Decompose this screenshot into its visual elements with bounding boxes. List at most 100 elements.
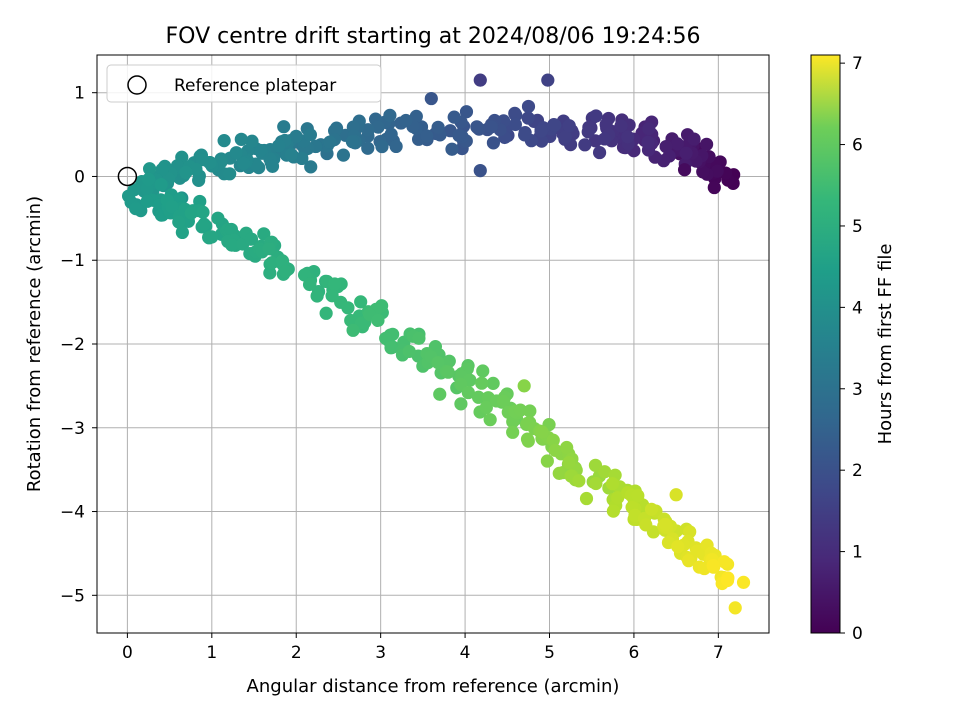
data-point xyxy=(445,142,459,156)
data-point xyxy=(476,364,490,378)
data-point xyxy=(277,120,291,134)
data-point xyxy=(383,108,397,123)
data-point xyxy=(669,488,683,502)
y-tick-label: −2 xyxy=(60,335,85,355)
data-point xyxy=(196,205,210,219)
data-point xyxy=(175,225,189,240)
data-point xyxy=(304,160,318,174)
colorbar-tick-label: 5 xyxy=(852,217,863,237)
data-point xyxy=(720,573,735,588)
x-axis-ticks: 0 1 2 3 4 5 6 7 xyxy=(122,633,724,663)
data-point xyxy=(534,124,548,138)
data-point xyxy=(262,242,276,256)
data-point xyxy=(184,206,198,220)
data-point xyxy=(639,518,653,532)
data-point xyxy=(475,376,489,390)
data-point xyxy=(471,390,486,404)
data-point xyxy=(518,128,532,142)
data-point xyxy=(521,111,535,125)
data-point xyxy=(562,119,576,133)
data-point xyxy=(614,119,628,133)
data-point xyxy=(598,465,612,479)
data-point xyxy=(265,256,279,270)
x-tick-label: 5 xyxy=(544,643,555,663)
y-tick-label: −4 xyxy=(60,503,85,523)
data-point xyxy=(155,162,169,177)
data-point xyxy=(223,167,237,181)
x-axis-label: Angular distance from reference (arcmin) xyxy=(247,676,620,697)
data-point xyxy=(484,120,498,134)
y-tick-label: −3 xyxy=(60,419,85,439)
data-point xyxy=(642,122,656,136)
data-point xyxy=(562,455,576,470)
data-point xyxy=(506,425,520,439)
data-point xyxy=(197,217,211,231)
data-point xyxy=(402,344,416,359)
data-point xyxy=(225,238,239,252)
x-tick-label: 4 xyxy=(460,643,471,663)
data-point xyxy=(658,517,672,531)
data-point xyxy=(621,130,635,144)
data-point xyxy=(217,134,231,148)
data-point xyxy=(384,341,398,355)
data-point xyxy=(508,106,522,121)
data-point xyxy=(375,139,389,154)
data-point xyxy=(447,110,461,124)
x-tick-label: 3 xyxy=(375,643,386,663)
x-tick-label: 6 xyxy=(629,643,640,663)
data-point xyxy=(479,400,493,415)
data-point xyxy=(278,264,293,278)
data-point xyxy=(706,558,720,573)
data-point xyxy=(253,143,268,158)
colorbar-tick-label: 3 xyxy=(852,380,863,400)
data-point xyxy=(142,162,157,176)
y-tick-label: −5 xyxy=(60,586,85,606)
data-point xyxy=(717,555,731,569)
y-axis-label: Rotation from reference (arcmin) xyxy=(24,196,45,492)
data-point xyxy=(431,120,445,134)
y-tick-label: 0 xyxy=(74,167,85,187)
data-point xyxy=(523,404,537,418)
chart-title: FOV centre drift starting at 2024/08/06 … xyxy=(166,24,701,49)
data-point xyxy=(179,165,193,180)
data-point xyxy=(644,502,659,516)
data-point xyxy=(707,180,721,195)
data-point xyxy=(371,120,385,134)
data-point xyxy=(336,148,351,162)
data-point xyxy=(420,129,434,143)
data-point xyxy=(486,136,501,150)
colorbar-tick-label: 1 xyxy=(852,543,863,563)
data-point xyxy=(641,135,655,149)
data-point xyxy=(736,575,751,589)
data-point xyxy=(371,313,385,328)
data-point xyxy=(579,491,594,506)
data-point xyxy=(588,458,603,472)
data-point xyxy=(513,403,527,417)
legend-box xyxy=(106,64,382,103)
data-point xyxy=(361,123,375,137)
data-point xyxy=(540,454,554,468)
y-tick-label: 1 xyxy=(74,84,85,104)
data-point xyxy=(454,397,468,411)
data-point xyxy=(229,146,243,160)
data-point xyxy=(345,135,359,149)
legend-label: Reference platepar xyxy=(174,76,336,96)
data-point xyxy=(319,306,333,320)
data-point xyxy=(140,194,154,208)
data-point xyxy=(558,130,573,144)
data-point xyxy=(473,164,487,178)
y-axis-ticks: 1 0 −1 −2 −3 −4 −5 xyxy=(60,84,97,606)
data-point xyxy=(244,232,259,246)
data-point xyxy=(486,376,500,390)
data-point xyxy=(546,433,560,447)
data-point xyxy=(581,125,595,139)
data-point xyxy=(441,365,455,379)
data-point xyxy=(548,443,562,457)
data-point xyxy=(129,201,143,216)
data-point xyxy=(412,331,426,345)
colorbar xyxy=(810,54,841,634)
data-point xyxy=(496,394,510,408)
data-point xyxy=(236,156,251,170)
y-tick-label: −1 xyxy=(60,251,85,271)
data-point xyxy=(611,491,625,505)
